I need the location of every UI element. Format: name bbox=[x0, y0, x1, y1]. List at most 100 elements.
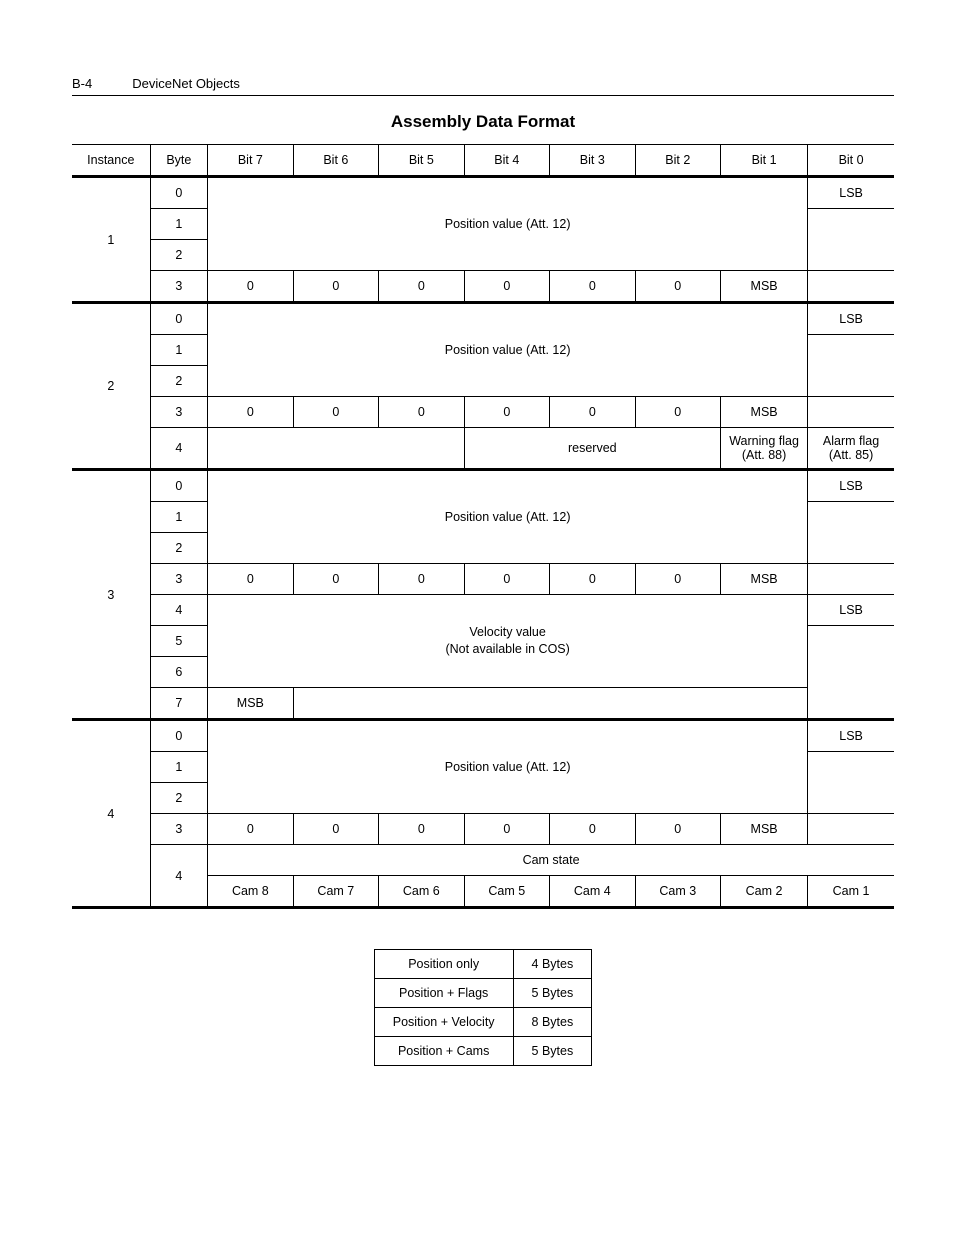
page-header: B-4 DeviceNet Objects bbox=[72, 76, 894, 96]
instance-cell: 2 bbox=[72, 303, 150, 470]
empty-cell bbox=[808, 397, 894, 428]
velocity-value-cell: Velocity value (Not available in COS) bbox=[208, 595, 808, 688]
byte-cell: 7 bbox=[150, 688, 208, 720]
table-row: 2 0 Position value (Att. 12) LSB bbox=[72, 303, 894, 335]
summary-table: Position only 4 Bytes Position + Flags 5… bbox=[374, 949, 592, 1066]
byte-cell: 3 bbox=[150, 814, 208, 845]
zero-cell: 0 bbox=[208, 564, 293, 595]
section-name: DeviceNet Objects bbox=[132, 76, 240, 91]
zero-cell: 0 bbox=[550, 271, 635, 303]
col-bit7: Bit 7 bbox=[208, 145, 293, 177]
zero-cell: 0 bbox=[293, 814, 378, 845]
lsb-cell: LSB bbox=[808, 595, 894, 626]
zero-cell: 0 bbox=[550, 564, 635, 595]
summary-label: Position + Flags bbox=[374, 979, 513, 1008]
warning-flag-cell: Warning flag (Att. 88) bbox=[721, 428, 808, 470]
zero-cell: 0 bbox=[550, 397, 635, 428]
lsb-cell: LSB bbox=[808, 470, 894, 502]
col-bit1: Bit 1 bbox=[721, 145, 808, 177]
velocity-line2: (Not available in COS) bbox=[445, 642, 569, 656]
cam-cell: Cam 3 bbox=[635, 876, 720, 908]
col-bit2: Bit 2 bbox=[635, 145, 720, 177]
byte-cell: 3 bbox=[150, 564, 208, 595]
zero-cell: 0 bbox=[208, 271, 293, 303]
summary-label: Position only bbox=[374, 950, 513, 979]
summary-row: Position + Cams 5 Bytes bbox=[374, 1037, 591, 1066]
msb-cell: MSB bbox=[721, 397, 808, 428]
position-value-cell: Position value (Att. 12) bbox=[208, 303, 808, 397]
page-ref: B-4 bbox=[72, 76, 92, 91]
cam-cell: Cam 7 bbox=[293, 876, 378, 908]
byte-cell: 1 bbox=[150, 335, 208, 366]
empty-cell bbox=[808, 814, 894, 845]
byte-cell: 4 bbox=[150, 845, 208, 908]
summary-bytes: 5 Bytes bbox=[513, 979, 592, 1008]
summary-bytes: 8 Bytes bbox=[513, 1008, 592, 1037]
cam-cell: Cam 8 bbox=[208, 876, 293, 908]
table-row: 3 0 0 0 0 0 0 MSB bbox=[72, 271, 894, 303]
byte-cell: 2 bbox=[150, 533, 208, 564]
msb-cell: MSB bbox=[208, 688, 293, 720]
byte-cell: 6 bbox=[150, 657, 208, 688]
zero-cell: 0 bbox=[379, 271, 464, 303]
empty-cell bbox=[808, 564, 894, 595]
byte-cell: 3 bbox=[150, 397, 208, 428]
zero-cell: 0 bbox=[464, 814, 549, 845]
col-bit5: Bit 5 bbox=[379, 145, 464, 177]
alarm-flag-cell: Alarm flag (Att. 85) bbox=[808, 428, 894, 470]
col-byte: Byte bbox=[150, 145, 208, 177]
empty-cell bbox=[808, 209, 894, 271]
zero-cell: 0 bbox=[208, 397, 293, 428]
summary-row: Position + Velocity 8 Bytes bbox=[374, 1008, 591, 1037]
byte-cell: 0 bbox=[150, 177, 208, 209]
table-row: 7 MSB bbox=[72, 688, 894, 720]
reserved-cell: reserved bbox=[464, 428, 720, 470]
lsb-cell: LSB bbox=[808, 720, 894, 752]
zero-cell: 0 bbox=[550, 814, 635, 845]
table-row: 3 0 0 0 0 0 0 MSB bbox=[72, 564, 894, 595]
zero-cell: 0 bbox=[379, 814, 464, 845]
zero-cell: 0 bbox=[635, 271, 720, 303]
lsb-cell: LSB bbox=[808, 177, 894, 209]
empty-cell bbox=[808, 502, 894, 564]
cam-cell: Cam 2 bbox=[721, 876, 808, 908]
table-row: 4 0 Position value (Att. 12) LSB bbox=[72, 720, 894, 752]
zero-cell: 0 bbox=[464, 271, 549, 303]
col-bit3: Bit 3 bbox=[550, 145, 635, 177]
col-bit4: Bit 4 bbox=[464, 145, 549, 177]
byte-cell: 0 bbox=[150, 720, 208, 752]
velocity-line1: Velocity value bbox=[469, 625, 545, 639]
byte-cell: 2 bbox=[150, 366, 208, 397]
byte-cell: 3 bbox=[150, 271, 208, 303]
byte-cell: 0 bbox=[150, 470, 208, 502]
msb-cell: MSB bbox=[721, 564, 808, 595]
col-bit0: Bit 0 bbox=[808, 145, 894, 177]
table-row: 3 0 0 0 0 0 0 MSB bbox=[72, 397, 894, 428]
cam-state-cell: Cam state bbox=[208, 845, 894, 876]
zero-cell: 0 bbox=[464, 397, 549, 428]
msb-cell: MSB bbox=[721, 271, 808, 303]
cam-cell: Cam 4 bbox=[550, 876, 635, 908]
byte-cell: 2 bbox=[150, 240, 208, 271]
table-row: 1 0 Position value (Att. 12) LSB bbox=[72, 177, 894, 209]
empty-cell bbox=[808, 626, 894, 720]
byte-cell: 4 bbox=[150, 595, 208, 626]
assembly-data-table: Instance Byte Bit 7 Bit 6 Bit 5 Bit 4 Bi… bbox=[72, 144, 894, 909]
zero-cell: 0 bbox=[635, 564, 720, 595]
empty-cell bbox=[808, 271, 894, 303]
table-row: 4 reserved Warning flag (Att. 88) Alarm … bbox=[72, 428, 894, 470]
byte-cell: 1 bbox=[150, 502, 208, 533]
byte-cell: 1 bbox=[150, 209, 208, 240]
cam-cell: Cam 6 bbox=[379, 876, 464, 908]
zero-cell: 0 bbox=[293, 271, 378, 303]
zero-cell: 0 bbox=[293, 564, 378, 595]
msb-cell: MSB bbox=[721, 814, 808, 845]
summary-label: Position + Velocity bbox=[374, 1008, 513, 1037]
empty-cell bbox=[808, 752, 894, 814]
summary-row: Position + Flags 5 Bytes bbox=[374, 979, 591, 1008]
summary-row: Position only 4 Bytes bbox=[374, 950, 591, 979]
col-bit6: Bit 6 bbox=[293, 145, 378, 177]
zero-cell: 0 bbox=[635, 814, 720, 845]
summary-bytes: 4 Bytes bbox=[513, 950, 592, 979]
cam-cell: Cam 5 bbox=[464, 876, 549, 908]
